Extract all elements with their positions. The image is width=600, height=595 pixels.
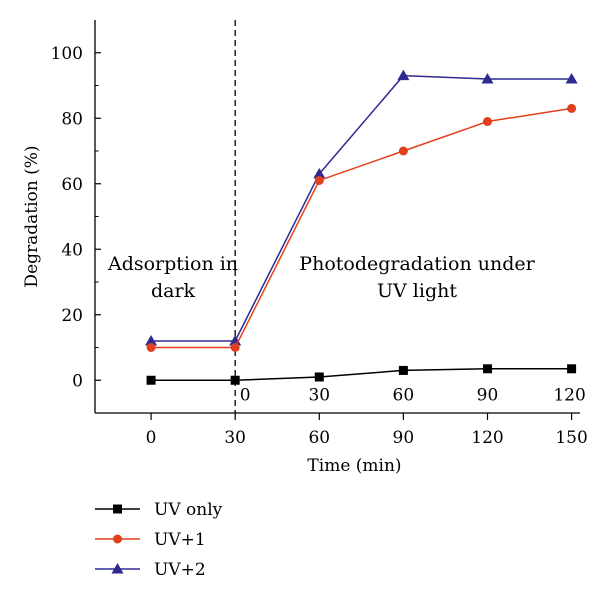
chart-marks (145, 69, 578, 385)
legend-marker-2 (111, 563, 124, 574)
annotation-adsorption: Adsorption in (107, 253, 238, 275)
x-tick-label: 150 (555, 428, 587, 448)
inner-x-tick-label: 30 (308, 385, 330, 405)
data-point-series-2 (397, 69, 410, 81)
data-point-series-0 (314, 372, 324, 382)
legend-marker-0 (113, 504, 122, 514)
inner-x-tick-label: 90 (477, 385, 499, 405)
legend-marker-1 (113, 534, 122, 544)
x-tick-label: 90 (393, 428, 415, 448)
data-point-series-1 (230, 343, 240, 352)
series-line-1 (151, 107, 572, 349)
x-tick-label: 120 (471, 428, 503, 448)
y-tick-label: 40 (61, 240, 83, 260)
data-point-series-1 (314, 175, 324, 185)
x-axis-title: Time (min) (307, 456, 401, 476)
y-tick-label: 60 (61, 175, 83, 195)
annotation-photodegradation: Photodegradation under (299, 253, 535, 275)
data-point-series-0 (482, 364, 492, 374)
inner-x-tick-label: 120 (553, 385, 585, 405)
data-point-series-2 (481, 72, 494, 84)
data-point-series-0 (567, 364, 577, 374)
inner-x-tick-label: 60 (393, 385, 415, 405)
series-line-2 (151, 74, 572, 342)
legend-label: UV+2 (154, 560, 206, 580)
chart-annotations: Adsorption in dark Photodegradation under U… (107, 253, 536, 302)
annotation-adsorption: dark (151, 280, 196, 302)
inner-x-tick-label: 0 (240, 385, 251, 405)
x-tick-label: 0 (146, 428, 157, 448)
series-line-0 (151, 368, 572, 381)
data-point-series-2 (565, 72, 578, 84)
annotation-photodegradation: UV light (377, 280, 457, 302)
y-tick-label: 100 (51, 44, 83, 64)
y-tick-label: 80 (61, 109, 83, 129)
data-point-series-0 (146, 375, 156, 385)
legend-label: UV+1 (154, 530, 206, 550)
y-axis-title: Degradation (%) (22, 145, 42, 287)
x-tick-label: 30 (224, 428, 246, 448)
data-point-series-1 (146, 343, 156, 352)
legend-label: UV only (154, 500, 223, 520)
data-point-series-2 (313, 167, 326, 179)
data-point-series-1 (482, 117, 492, 127)
data-point-series-1 (398, 146, 408, 156)
data-point-series-2 (145, 334, 158, 346)
chart-legend: UV only UV+1 UV+2 (95, 500, 223, 580)
data-point-series-1 (567, 103, 577, 113)
y-tick-label: 0 (72, 371, 83, 391)
x-tick-label: 60 (308, 428, 330, 448)
data-point-series-0 (230, 375, 240, 385)
chart-axes: 0 20 40 60 80 100 0 30 60 90 120 150 0 30 60 90 120 Time … (22, 20, 588, 476)
y-tick-label: 20 (61, 306, 83, 326)
data-point-series-0 (398, 365, 408, 375)
